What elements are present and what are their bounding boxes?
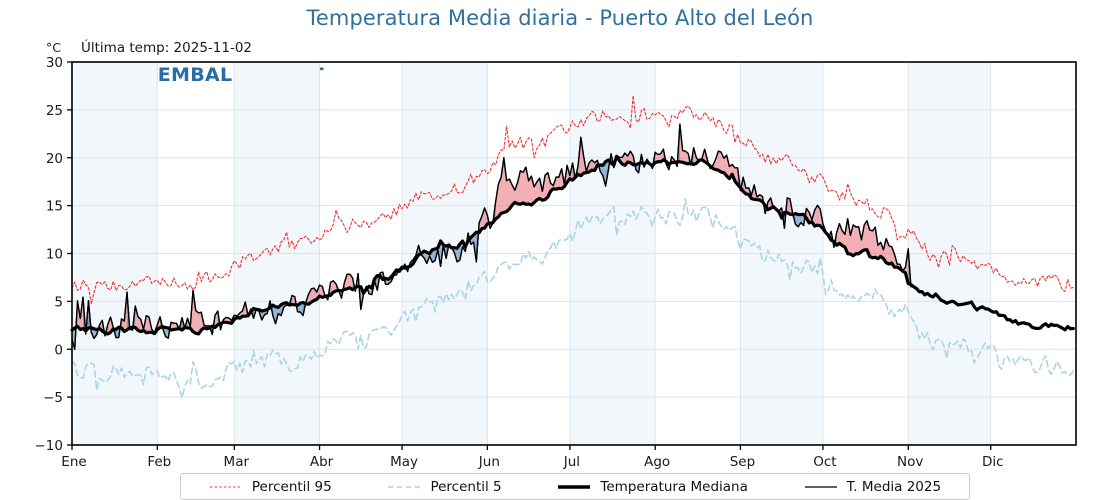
- legend-swatch-dotted: [209, 486, 242, 487]
- legend-label: Percentil 5: [430, 478, 502, 495]
- fill-below-median: [572, 163, 579, 181]
- series-line-t-media-2025-top: [71, 123, 912, 350]
- fill-below-median: [72, 300, 78, 350]
- fill-below-median: [792, 208, 807, 227]
- x-tick-label: May: [390, 454, 418, 470]
- tick-labels: −10 −5 0 5 10 15 20 25 30 Ene Feb Mar Abr May Jun Jul Ag…: [35, 55, 1004, 470]
- x-tick-label: Nov: [897, 454, 923, 470]
- legend-item-2[interactable]: Percentil 5: [387, 478, 502, 495]
- y-axis-unit-label: °C: [46, 40, 61, 55]
- y-tick-label: −5: [43, 390, 63, 406]
- fill-above-median: [740, 177, 766, 214]
- fill-below-median: [451, 233, 469, 262]
- fill-below-median: [674, 124, 680, 167]
- fill-above-median: [613, 151, 636, 170]
- fill-above-median: [168, 322, 180, 339]
- x-tick-label: Feb: [147, 454, 171, 470]
- legend-label: T. Media 2025: [846, 478, 942, 495]
- legend-swatch-dashed: [388, 485, 421, 488]
- x-tick-label: Jul: [563, 454, 580, 470]
- y-tick-label: 5: [54, 294, 63, 310]
- legend-item-4[interactable]: T. Media 2025: [804, 479, 941, 495]
- x-tick-label: Sep: [730, 454, 755, 470]
- last-temp-label: Última temp: 2025-11-02: [81, 40, 253, 56]
- fill-above-median: [303, 285, 328, 316]
- fill-below-median: [270, 295, 293, 324]
- series-line-temperatura-mediana: [70, 154, 1075, 336]
- fill-above-median: [699, 149, 711, 169]
- x-tick-label: Abr: [310, 454, 334, 470]
- fill-above-median: [803, 205, 829, 238]
- legend-swatch-solid: [558, 484, 591, 489]
- y-tick-label: 30: [46, 55, 63, 71]
- y-tick-label: −10: [35, 438, 64, 454]
- fill-above-median: [132, 306, 163, 334]
- y-tick-label: 25: [46, 103, 63, 119]
- legend-label: Temperatura Mediana: [600, 478, 748, 495]
- legend-item-3[interactable]: Temperatura Mediana: [557, 478, 748, 495]
- x-tick-label: Dic: [982, 454, 1004, 470]
- series-line-percentil-95: [71, 95, 1074, 305]
- fill-above-median: [652, 149, 667, 169]
- fill-above-median: [341, 274, 356, 299]
- legend-label: Percentil 95: [251, 478, 332, 495]
- y-tick-label: 0: [54, 342, 63, 358]
- page-title: Temperatura Media diaria - Puerto Alto d…: [306, 6, 814, 30]
- chart-legend[interactable]: Percentil 95 Percentil 5 Temperatura Media…: [180, 473, 970, 500]
- x-tick-label: Ene: [61, 454, 86, 470]
- fill-above-median: [833, 218, 911, 287]
- legend-item-1[interactable]: Percentil 95: [209, 479, 332, 495]
- x-tick-label: Mar: [224, 454, 250, 470]
- fill-above-median: [184, 290, 213, 335]
- x-tick-label: Oct: [813, 454, 836, 470]
- series-line-percentil-5: [71, 198, 1075, 399]
- y-tick-label: 10: [46, 247, 63, 263]
- x-tick-label: Jun: [478, 454, 500, 470]
- fill-above-median: [710, 151, 741, 191]
- legend-swatch-solid: [804, 485, 837, 488]
- y-tick-label: 15: [46, 199, 63, 215]
- fill-above-median: [220, 302, 254, 330]
- y-tick-label: 20: [46, 151, 63, 167]
- fill-below-median: [160, 316, 172, 339]
- x-tick-label: Ago: [644, 454, 670, 470]
- series-lines: [70, 95, 1075, 399]
- fill-above-median: [492, 157, 576, 224]
